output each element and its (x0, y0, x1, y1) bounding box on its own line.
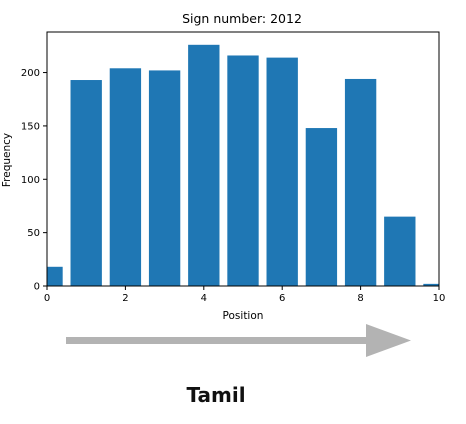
y-tick-label: 100 (21, 175, 40, 186)
direction-arrow (0, 318, 466, 364)
x-tick-label: 10 (433, 293, 446, 304)
bar-position-10 (423, 283, 439, 286)
chart-title: Sign number: 2012 (182, 11, 302, 26)
arrow-shaft (66, 337, 368, 344)
arrow-head (366, 324, 411, 357)
y-tick-label: 200 (21, 68, 40, 79)
bar-position-5 (227, 55, 259, 287)
y-tick-label: 0 (34, 282, 40, 293)
bar-position-0 (47, 266, 63, 286)
plot-frame (46, 31, 440, 287)
x-tick-label: 8 (357, 293, 363, 304)
y-tick-label: 150 (21, 121, 40, 132)
bar-position-7 (305, 128, 338, 286)
y-axis-label: Frequency (1, 133, 13, 187)
x-tick-label: 4 (201, 293, 207, 304)
bar-position-8 (344, 78, 377, 287)
bar-position-4 (188, 44, 220, 287)
x-tick-label: 0 (44, 293, 50, 304)
right-arrow-icon (66, 324, 411, 357)
x-tick-label: 6 (279, 293, 285, 304)
bar-position-6 (266, 57, 298, 286)
x-tick-label: 2 (122, 293, 128, 304)
bar-position-9 (384, 216, 416, 286)
bar-position-3 (148, 70, 181, 286)
bar-position-1 (70, 80, 102, 286)
histogram-chart: Sign number: 2012 0 2 4 6 8 10 0 50 100 150 200 Po… (1, 11, 445, 322)
x-axis-label: Position (223, 310, 264, 322)
bar-position-2 (109, 68, 142, 287)
y-tick-label: 50 (27, 228, 40, 239)
caption-language: Tamil (186, 383, 246, 407)
bars-layer (47, 44, 439, 287)
